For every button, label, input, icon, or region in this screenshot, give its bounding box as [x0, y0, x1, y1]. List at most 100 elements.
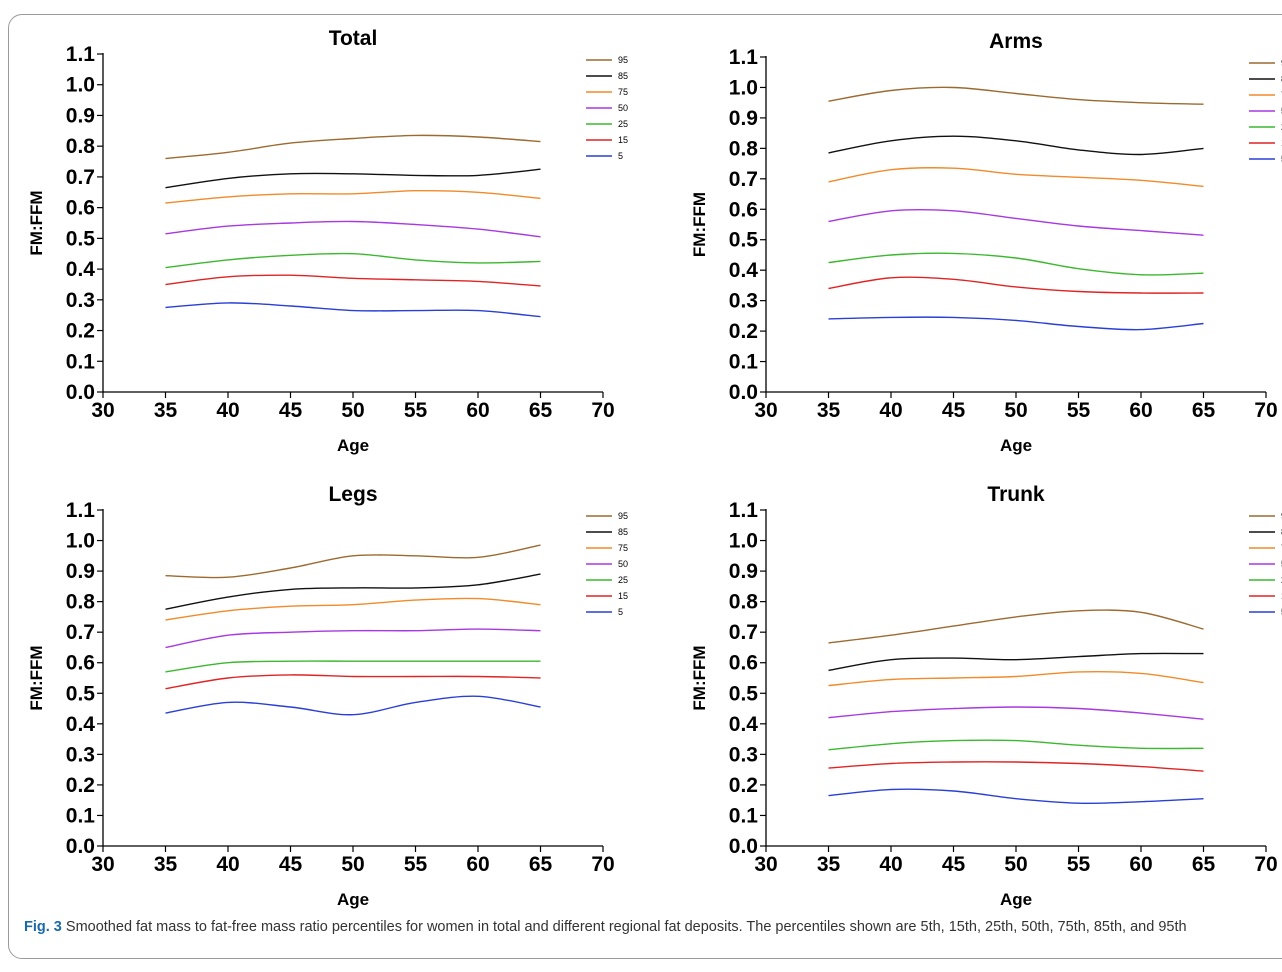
y-tick-label: 0.8: [729, 137, 759, 160]
x-tick-label: 70: [1254, 399, 1277, 422]
y-tick-label: 0.1: [66, 804, 96, 827]
x-tick-label: 35: [817, 399, 841, 422]
caption-text: Smoothed fat mass to fat-free mass ratio…: [61, 919, 1187, 935]
y-tick-label: 1.0: [66, 530, 95, 553]
y-tick-label: 0.6: [729, 652, 758, 675]
x-tick-label: 40: [216, 853, 239, 876]
x-tick-label: 55: [1067, 853, 1091, 876]
y-tick-label: 0.4: [729, 259, 759, 282]
y-tick-label: 0.7: [66, 621, 95, 644]
x-axis-title: Age: [337, 890, 369, 909]
y-tick-label: 1.1: [729, 46, 759, 69]
x-tick-label: 65: [529, 399, 553, 422]
x-tick-label: 55: [404, 853, 428, 876]
series-line-p75: [165, 189, 541, 204]
figure-caption: Fig. 3 Smoothed fat mass to fat-free mas…: [24, 917, 1264, 937]
series-line-p50: [165, 220, 541, 238]
x-tick-label: 50: [341, 853, 364, 876]
legend-label-p85: 85: [618, 527, 628, 537]
y-tick-label: 0.2: [66, 320, 95, 343]
series-line-p25: [165, 660, 541, 673]
y-tick-label: 0.2: [729, 320, 758, 343]
legend-label-p5: 5: [618, 151, 623, 161]
x-tick-label: 60: [466, 399, 489, 422]
series-line-p50: [828, 706, 1204, 720]
y-tick-label: 1.0: [729, 530, 758, 553]
x-tick-label: 50: [1004, 399, 1027, 422]
series-line-p75: [165, 597, 541, 621]
x-tick-label: 45: [279, 853, 303, 876]
chart-panel-legs: Legs 0.0 0.1 0.2 0.3 0.4 0.5 0.6 0.7 0.8 0.9 1.0 1.1…: [27, 483, 628, 909]
series-line-p95: [165, 134, 541, 160]
legend-label-p50: 50: [618, 559, 628, 569]
series-line-p5: [828, 788, 1204, 805]
x-axis-title: Age: [1000, 890, 1032, 909]
y-tick-label: 0.3: [729, 743, 758, 766]
chart-panel-total: Total 0.0 0.1 0.2 0.3 0.4 0.5 0.6 0.7 0.8 0.9 1.0 1.…: [27, 27, 628, 455]
x-tick-label: 65: [1192, 853, 1216, 876]
y-tick-label: 0.4: [66, 713, 96, 736]
y-axis-title: FM:FFM: [27, 190, 46, 255]
x-tick-label: 30: [754, 399, 777, 422]
y-tick-label: 0.1: [66, 350, 96, 373]
y-tick-label: 0.3: [66, 743, 95, 766]
x-tick-label: 55: [404, 399, 428, 422]
y-tick-label: 0.2: [729, 774, 758, 797]
legend-label-p15: 15: [618, 591, 628, 601]
series-line-p5: [165, 302, 541, 318]
y-tick-label: 0.6: [66, 652, 95, 675]
series-line-p15: [165, 274, 541, 287]
x-tick-label: 70: [1254, 853, 1277, 876]
x-tick-label: 70: [591, 399, 614, 422]
series-line-p15: [828, 761, 1204, 772]
y-tick-label: 0.9: [729, 107, 758, 130]
series-line-p25: [165, 252, 541, 269]
x-tick-label: 60: [1129, 853, 1152, 876]
x-tick-label: 45: [942, 853, 966, 876]
y-tick-label: 1.1: [66, 499, 96, 522]
y-tick-label: 0.9: [729, 560, 758, 583]
legend-label-p25: 25: [618, 575, 628, 585]
series-line-p50: [828, 208, 1204, 236]
y-axis-title: FM:FFM: [27, 645, 46, 710]
y-tick-label: 1.1: [66, 43, 96, 66]
legend-label-p15: 15: [618, 135, 628, 145]
x-tick-label: 45: [279, 399, 303, 422]
x-tick-label: 50: [341, 399, 364, 422]
y-tick-label: 0.4: [729, 713, 759, 736]
series-line-p85: [828, 652, 1204, 672]
y-tick-label: 0.7: [729, 168, 758, 191]
x-tick-label: 35: [817, 853, 841, 876]
y-tick-label: 0.0: [66, 381, 95, 404]
x-tick-label: 30: [91, 399, 114, 422]
y-tick-label: 0.8: [729, 591, 759, 614]
y-tick-label: 0.8: [66, 591, 96, 614]
legend-label-p75: 75: [618, 543, 628, 553]
series-line-p75: [828, 167, 1204, 188]
legend-label-p5: 5: [618, 607, 623, 617]
chart-title: Trunk: [987, 483, 1044, 506]
chart-title: Arms: [989, 30, 1043, 53]
chart-title: Legs: [328, 483, 377, 506]
figure-frame: [8, 14, 1282, 959]
series-line-p5: [165, 695, 541, 716]
y-tick-label: 0.5: [729, 682, 759, 705]
series-line-p95: [828, 86, 1204, 105]
legend-label-p75: 75: [618, 87, 628, 97]
y-tick-label: 0.0: [729, 835, 758, 858]
y-tick-label: 0.5: [66, 682, 96, 705]
x-tick-label: 60: [466, 853, 489, 876]
figure-label: Fig. 3: [24, 919, 62, 935]
legend-label-p95: 95: [618, 55, 628, 65]
series-line-p85: [828, 135, 1204, 156]
y-tick-label: 0.9: [66, 560, 95, 583]
series-line-p75: [828, 670, 1204, 687]
series-line-p5: [828, 316, 1204, 331]
x-tick-label: 30: [754, 853, 777, 876]
legend-label-p25: 25: [618, 119, 628, 129]
x-axis-title: Age: [337, 436, 369, 455]
x-tick-label: 40: [216, 399, 239, 422]
x-tick-label: 35: [154, 853, 178, 876]
y-tick-label: 0.4: [66, 258, 96, 281]
chart-panel-trunk: Trunk 0.0 0.1 0.2 0.3 0.4 0.5 0.6 0.7 0.8 0.9 1.0 1.…: [690, 483, 1282, 909]
